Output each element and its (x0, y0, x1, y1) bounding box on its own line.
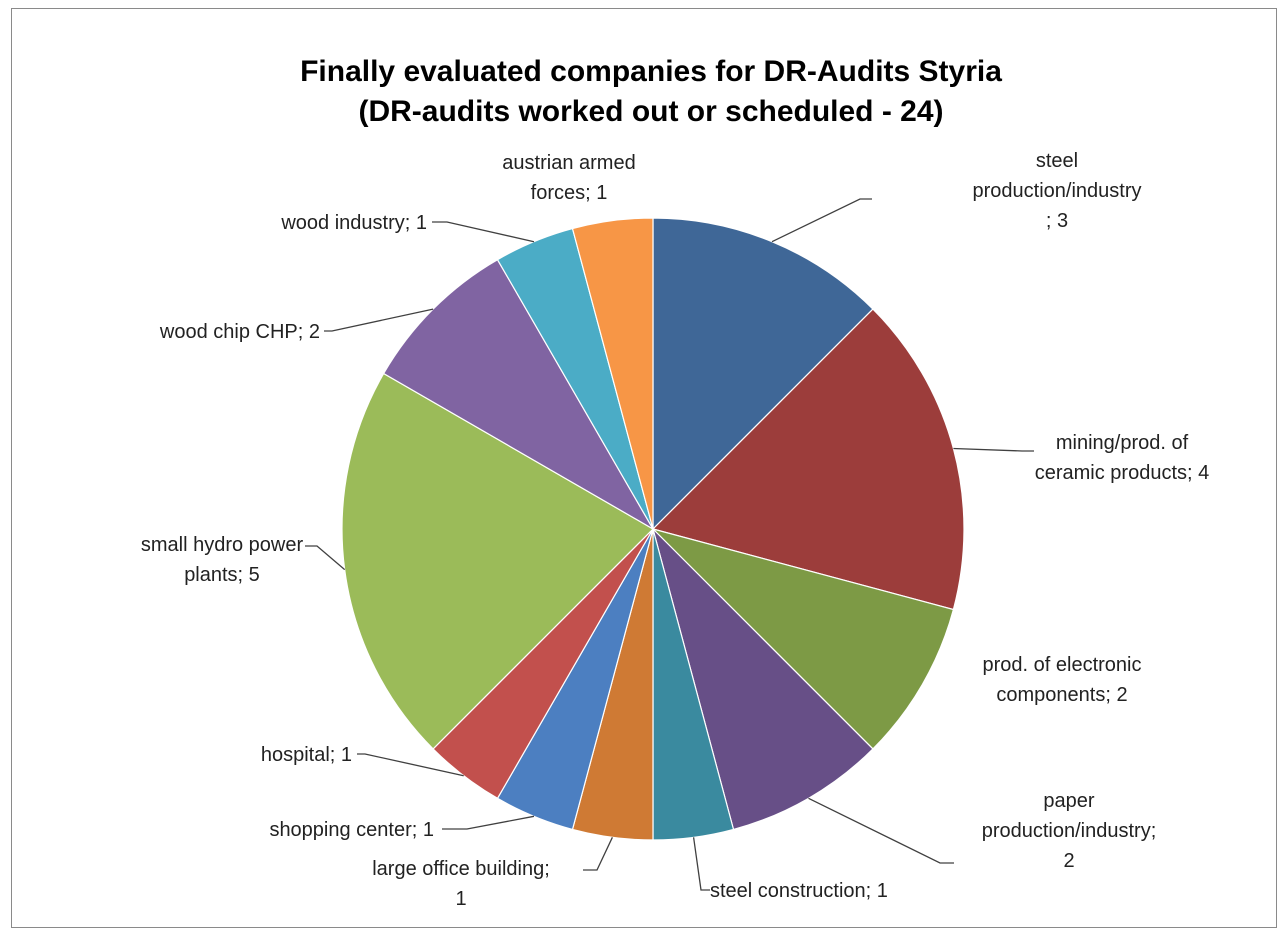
leader-line (324, 308, 434, 332)
data-label: components; 2 (996, 684, 1127, 706)
pie-slice-prod-of-electronic-components (650, 527, 955, 750)
chart-subtitle: (DR-audits worked out or scheduled - 24) (358, 95, 943, 128)
data-label: steel construction; 1 (710, 880, 888, 902)
data-label: steel (1036, 150, 1078, 172)
data-label: prod. of electronic (983, 654, 1142, 676)
chart-frame: Finally evaluated companies for DR-Audit… (11, 8, 1277, 928)
data-label: large office building; (372, 858, 550, 880)
leader-line (808, 797, 954, 864)
data-label: 1 (455, 888, 466, 910)
data-label: forces; 1 (531, 182, 608, 204)
leader-line (771, 198, 872, 243)
data-label: wood industry; 1 (280, 212, 427, 234)
data-label: austrian armed (502, 152, 635, 174)
data-label: hospital; 1 (261, 744, 352, 766)
data-label: shopping center; 1 (269, 819, 434, 841)
leader-line (305, 545, 346, 571)
data-labels: steel production/industry ; 3 mining/prod. … (141, 150, 1209, 910)
leader-line (432, 221, 535, 243)
data-label: ceramic products; 4 (1035, 462, 1210, 484)
leader-line (442, 815, 535, 830)
data-label: wood chip CHP; 2 (159, 321, 320, 343)
data-label: small hydro power (141, 534, 304, 556)
leader-line (357, 753, 464, 777)
data-label: 2 (1063, 850, 1074, 872)
leader-line (692, 837, 710, 891)
pie-chart: Finally evaluated companies for DR-Audit… (141, 55, 1209, 910)
pie-slice-mining-prod-of-ceramic-products (651, 308, 965, 611)
data-label: mining/prod. of (1056, 432, 1189, 454)
leader-line (953, 447, 1034, 452)
data-label: plants; 5 (184, 564, 260, 586)
leader-line (583, 837, 613, 871)
data-label: production/industry (973, 180, 1142, 202)
chart-title: Finally evaluated companies for DR-Audit… (300, 55, 1002, 88)
data-label: paper (1043, 790, 1094, 812)
pie-slice-steel-production-industry (652, 217, 874, 531)
data-label: ; 3 (1046, 210, 1068, 232)
pie-slice-austrian-armed-forces (571, 217, 654, 530)
data-label: production/industry; (982, 820, 1157, 842)
leader-lines (305, 198, 1034, 891)
pie-slices (341, 217, 965, 841)
